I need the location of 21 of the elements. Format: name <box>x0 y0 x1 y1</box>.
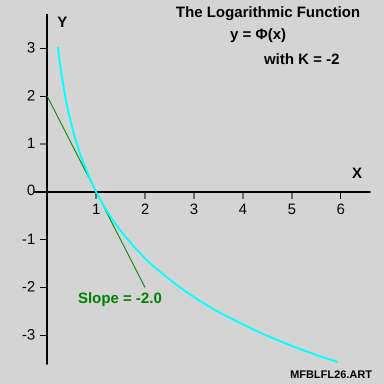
annotation: Slope = -2.0 <box>78 290 162 307</box>
y-tick-label: 1 <box>26 135 36 152</box>
y-tick-label: 2 <box>26 87 36 104</box>
annotation: with K = -2 <box>263 51 340 68</box>
y-tick-label: 0 <box>26 182 36 200</box>
chart-title: The Logarithmic Function <box>176 4 360 21</box>
x-tick-label: 1 <box>92 201 100 218</box>
y-tick-label: -3 <box>22 326 36 344</box>
text: MFBLFL26.ART <box>290 369 372 381</box>
x-tick-label: 6 <box>336 201 345 218</box>
x-tick-label: 3 <box>190 201 198 218</box>
y-tick-label: -1 <box>22 230 36 248</box>
y-tick-label: 3 <box>26 40 36 57</box>
x-tick-label: 2 <box>140 201 150 218</box>
y-tick-label: -2 <box>22 278 36 296</box>
x-tick-label: 4 <box>238 201 248 218</box>
y-axis-title: Y <box>57 14 68 31</box>
line-series <box>56 46 339 364</box>
x-tick-label: 5 <box>288 201 296 218</box>
x-axis-title: X <box>352 164 362 182</box>
text: y = Φ(x) <box>230 26 286 43</box>
